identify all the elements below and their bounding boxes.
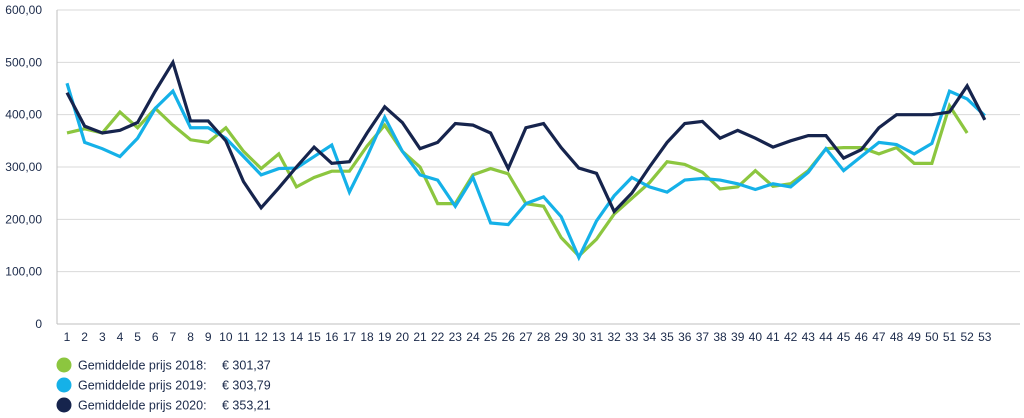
- x-tick-label: 9: [205, 330, 212, 344]
- x-tick-label: 37: [696, 330, 710, 344]
- grid-layer: [57, 9, 1020, 273]
- x-tick-label: 45: [837, 330, 851, 344]
- x-tick-label: 7: [170, 330, 177, 344]
- x-tick-label: 4: [117, 330, 124, 344]
- x-tick-label: 48: [890, 330, 904, 344]
- x-tick-label: 47: [872, 330, 886, 344]
- x-tick-label: 38: [713, 330, 727, 344]
- x-tick-label: 53: [978, 330, 992, 344]
- x-tick-label: 27: [519, 330, 533, 344]
- y-tick-label: 500,00: [5, 55, 42, 69]
- legend-marker: [56, 357, 72, 373]
- x-tick-label: 33: [625, 330, 639, 344]
- x-tick-label: 35: [660, 330, 674, 344]
- x-tick-label: 49: [908, 330, 922, 344]
- x-tick-label: 14: [290, 330, 304, 344]
- x-tick-label: 15: [307, 330, 321, 344]
- legend: Gemiddelde prijs 2018: € 301,37 Gemiddelde…: [56, 357, 271, 413]
- x-tick-label: 42: [784, 330, 798, 344]
- x-tick-label: 5: [134, 330, 141, 344]
- x-tick-label: 31: [590, 330, 604, 344]
- x-tick-label: 29: [555, 330, 569, 344]
- legend-average-value: € 353,21: [222, 399, 271, 413]
- legend-label: Gemiddelde prijs 2020:: [78, 399, 207, 413]
- x-tick-label: 46: [855, 330, 869, 344]
- y-tick-label: 0: [35, 317, 42, 331]
- y-tick-label: 300,00: [5, 160, 42, 174]
- x-tick-label: 3: [99, 330, 106, 344]
- x-tick-label: 41: [766, 330, 780, 344]
- x-tick-label: 19: [378, 330, 392, 344]
- x-tick-label: 43: [802, 330, 816, 344]
- x-tick-label: 11: [237, 330, 250, 344]
- x-tick-label: 50: [925, 330, 939, 344]
- x-tick-label: 44: [819, 330, 833, 344]
- x-tick-label: 25: [484, 330, 498, 344]
- x-tick-label: 32: [607, 330, 621, 344]
- y-tick-label: 400,00: [5, 108, 42, 122]
- x-tick-label: 16: [325, 330, 339, 344]
- legend-label: Gemiddelde prijs 2018:: [78, 359, 207, 373]
- x-tick-label: 8: [187, 330, 194, 344]
- x-tick-label: 17: [343, 330, 357, 344]
- x-tick-label: 39: [731, 330, 745, 344]
- x-tick-label: 30: [572, 330, 586, 344]
- x-tick-label: 12: [254, 330, 268, 344]
- x-tick-label: 40: [749, 330, 763, 344]
- series-layer: [65, 58, 987, 262]
- x-tick-label: 36: [678, 330, 692, 344]
- x-tick-label: 1: [64, 330, 71, 344]
- x-tick-label: 26: [502, 330, 516, 344]
- x-tick-label: 2: [81, 330, 88, 344]
- y-tick-label: 200,00: [5, 212, 42, 226]
- legend-average-value: € 303,79: [222, 379, 271, 393]
- y-tick-label: 100,00: [5, 265, 42, 279]
- legend-marker: [56, 397, 72, 413]
- x-tick-label: 52: [960, 330, 974, 344]
- x-tick-label: 21: [413, 330, 427, 344]
- series-line-3: [65, 58, 987, 215]
- series-line-2: [65, 82, 986, 262]
- x-tick-label: 18: [360, 330, 374, 344]
- x-tick-label: 23: [449, 330, 463, 344]
- legend-average-value: € 301,37: [222, 359, 271, 373]
- x-tick-label: 24: [466, 330, 480, 344]
- x-tick-label: 22: [431, 330, 445, 344]
- legend-label: Gemiddelde prijs 2019:: [78, 379, 207, 393]
- x-tick-label: 13: [272, 330, 286, 344]
- x-tick-label: 51: [943, 330, 957, 344]
- x-tick-label: 28: [537, 330, 551, 344]
- x-tick-label: 10: [219, 330, 233, 344]
- y-tick-label: 600,00: [5, 3, 42, 17]
- x-tick-label: 34: [643, 330, 657, 344]
- legend-marker: [56, 377, 72, 393]
- x-tick-label: 20: [396, 330, 410, 344]
- x-tick-label: 6: [152, 330, 159, 344]
